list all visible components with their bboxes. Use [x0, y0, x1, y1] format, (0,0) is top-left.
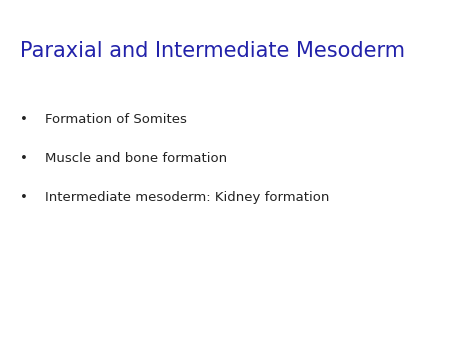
Text: Paraxial and Intermediate Mesoderm: Paraxial and Intermediate Mesoderm [20, 41, 405, 61]
Text: Muscle and bone formation: Muscle and bone formation [45, 152, 227, 165]
Text: Formation of Somites: Formation of Somites [45, 113, 187, 126]
Text: Intermediate mesoderm: Kidney formation: Intermediate mesoderm: Kidney formation [45, 191, 329, 204]
Text: •: • [20, 113, 28, 126]
Text: •: • [20, 191, 28, 204]
Text: •: • [20, 152, 28, 165]
